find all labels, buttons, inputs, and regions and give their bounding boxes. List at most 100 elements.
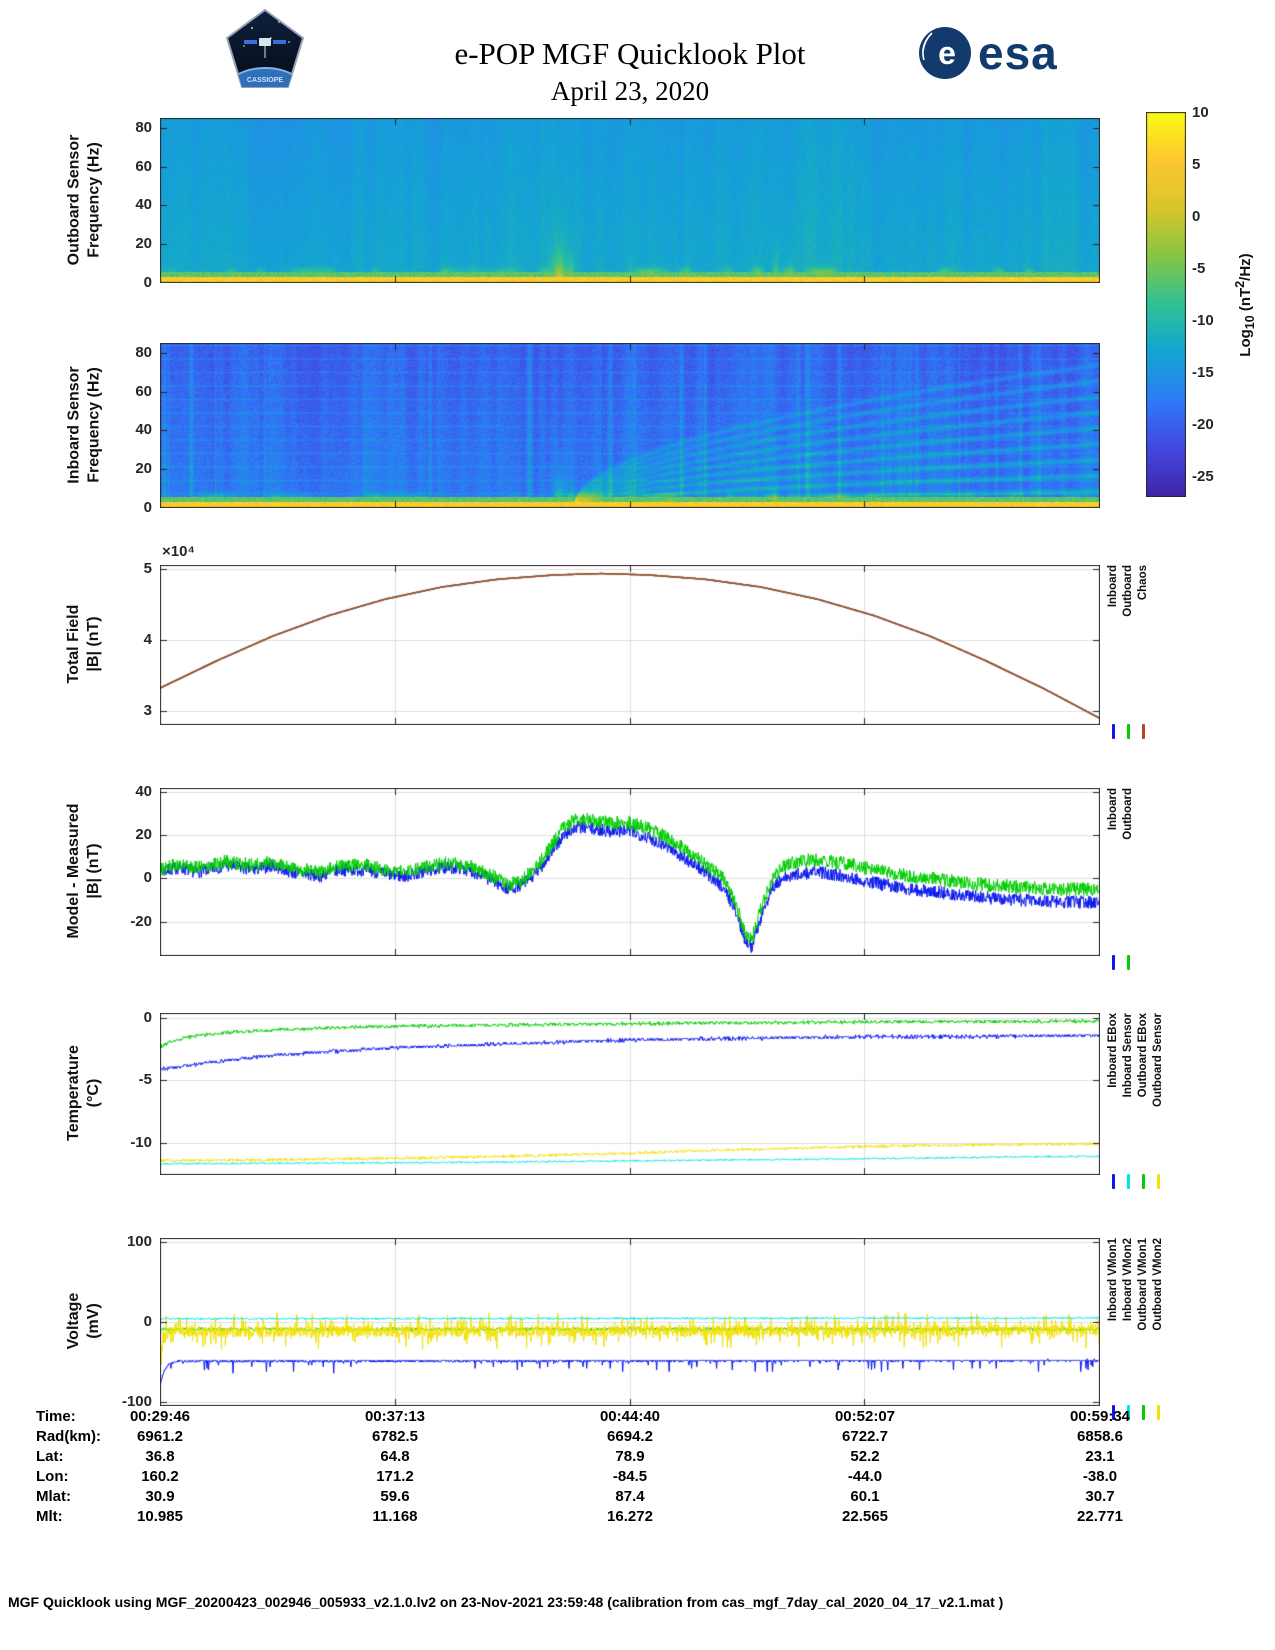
colorbar-label-post: /Hz) — [1237, 253, 1254, 281]
outboard-spectrogram-ytick-80: 80 — [135, 118, 152, 136]
colorbar-label: Log10 (nT2/Hz) — [1233, 215, 1257, 395]
table-cell-1-2: 6694.2 — [607, 1428, 653, 1445]
colorbar-label-pre: Log — [1237, 329, 1254, 357]
legend-item-outboard-sensor: Outboard Sensor — [1151, 1013, 1165, 1189]
table-row-mlat: Mlat: 30.9 59.6 87.4 60.1 30.7 — [0, 1488, 1275, 1508]
temperature-ytick-0: 0 — [143, 1008, 152, 1026]
legend-line-sample — [1111, 955, 1115, 970]
legend-line-sample — [1126, 1405, 1130, 1420]
legend-label: Inboard EBox — [1107, 1013, 1119, 1088]
model-minus-measured-ytick-20: 20 — [135, 826, 152, 844]
table-cell-3-4: -38.0 — [1082, 1468, 1118, 1485]
colorbar-label-sup: 2 — [1233, 280, 1247, 288]
row-label: Mlt: — [36, 1508, 63, 1525]
ylabel-line: Model - Measured — [65, 803, 82, 939]
legend-line-sample — [1126, 724, 1130, 739]
legend-item-inboard: Inboard — [1106, 788, 1120, 970]
voltage-legend: Inboard VMon1 Inboard VMon2 Outboard VMon1… — [1106, 1238, 1165, 1420]
row-label: Mlat: — [36, 1488, 71, 1505]
legend-item-chaos: Chaos — [1136, 565, 1150, 739]
legend-label: Chaos — [1137, 565, 1149, 601]
legend-label: Outboard VMon1 — [1137, 1238, 1149, 1331]
temperature-legend: Inboard EBox Inboard Sensor Outboard EBox O… — [1106, 1013, 1165, 1189]
model-minus-measured-ytick-0: 0 — [143, 869, 152, 887]
temperature-ytick--5: -5 — [138, 1071, 152, 1089]
voltage — [160, 1238, 1100, 1406]
legend-line-sample — [1141, 1405, 1145, 1420]
inboard-spectrogram — [160, 343, 1100, 508]
total-field — [160, 565, 1100, 725]
table-cell-0-0: 00:29:46 — [129, 1408, 191, 1425]
table-cell-5-1: 11.168 — [372, 1508, 418, 1525]
table-cell-2-2: 78.9 — [615, 1448, 645, 1465]
table-cell-2-3: 52.2 — [850, 1448, 880, 1465]
cassiope-mission-patch: CASSIOPE — [224, 8, 306, 90]
colorbar-tick--10: -10 — [1192, 312, 1214, 330]
table-cell-1-4: 6858.6 — [1077, 1428, 1123, 1445]
temperature-ytick--10: -10 — [130, 1133, 152, 1151]
table-row-lat: Lat: 36.8 64.8 78.9 52.2 23.1 — [0, 1448, 1275, 1468]
colorbar-tick-10: 10 — [1192, 104, 1209, 121]
colorbar-label-sub: 10 — [1243, 315, 1257, 330]
table-cell-3-0: 160.2 — [141, 1468, 179, 1485]
legend-line-sample — [1111, 1405, 1115, 1420]
table-row-rad-km: Rad(km): 6961.2 6782.5 6694.2 6722.7 6858.6 — [0, 1428, 1275, 1448]
inboard-spectrogram-ytick-60: 60 — [135, 382, 152, 400]
outboard-spectrogram-ytick-60: 60 — [135, 157, 152, 175]
table-cell-3-3: -44.0 — [847, 1468, 883, 1485]
temperature — [160, 1013, 1100, 1175]
legend-line-sample — [1141, 1174, 1145, 1189]
table-cell-5-4: 22.771 — [1077, 1508, 1123, 1525]
voltage-ytick--100: -100 — [121, 1393, 152, 1410]
legend-item-inboard-ebox: Inboard EBox — [1106, 1013, 1120, 1189]
legend-label: Outboard — [1122, 565, 1134, 617]
page-title: e-POP MGF Quicklook Plot — [454, 36, 806, 71]
outboard-spectrogram-ytick-40: 40 — [135, 196, 152, 214]
row-label: Lat: — [36, 1448, 64, 1465]
ylabel-line: Inboard Sensor — [65, 365, 82, 484]
legend-item-inboard-vmon2: Inboard VMon2 — [1121, 1238, 1135, 1420]
legend-item-outboard: Outboard — [1121, 565, 1135, 739]
legend-line-sample — [1156, 1174, 1160, 1189]
legend-label: Inboard VMon2 — [1122, 1238, 1134, 1322]
ylabel-line: Total Field — [65, 604, 82, 684]
table-cell-0-4: 00:59:34 — [1069, 1408, 1131, 1425]
table-cell-1-3: 6722.7 — [842, 1428, 888, 1445]
table-cell-4-3: 60.1 — [850, 1488, 880, 1505]
row-label: Lon: — [36, 1468, 69, 1485]
cassiope-patch-graphic: CASSIOPE — [225, 8, 305, 88]
title-block: e-POP MGF Quicklook Plot April 23, 2020 — [300, 36, 960, 107]
model-minus-measured-ytick-40: 40 — [135, 783, 152, 801]
inboard-spectrogram-ytick-80: 80 — [135, 343, 152, 361]
row-label: Rad(km): — [36, 1428, 102, 1445]
total-field-legend: Inboard Outboard Chaos — [1106, 565, 1150, 739]
table-cell-4-0: 30.9 — [145, 1488, 175, 1505]
ylabel-line: Temperature — [65, 1045, 82, 1141]
table-cell-4-4: 30.7 — [1085, 1488, 1115, 1505]
table-cell-0-1: 00:37:13 — [364, 1408, 426, 1425]
table-cell-5-3: 22.565 — [842, 1508, 888, 1525]
legend-line-sample — [1111, 724, 1115, 739]
ylabel-line: Outboard Sensor — [65, 134, 82, 265]
outboard-spectrogram-ytick-20: 20 — [135, 235, 152, 253]
inboard-spectrogram-ytick-20: 20 — [135, 460, 152, 478]
legend-item-inboard-vmon1: Inboard VMon1 — [1106, 1238, 1120, 1420]
table-cell-0-3: 00:52:07 — [834, 1408, 896, 1425]
table-cell-1-1: 6782.5 — [372, 1428, 418, 1445]
footer-note: MGF Quicklook using MGF_20200423_002946_… — [8, 1594, 1004, 1610]
table-cell-5-2: 16.272 — [607, 1508, 653, 1525]
table-cell-3-2: -84.5 — [612, 1468, 648, 1485]
table-cell-2-1: 64.8 — [380, 1448, 410, 1465]
outboard-spectrogram — [160, 118, 1100, 283]
legend-label: Inboard — [1107, 788, 1119, 831]
table-cell-5-0: 10.985 — [137, 1508, 183, 1525]
legend-item-outboard-ebox: Outboard EBox — [1136, 1013, 1150, 1189]
table-cell-4-1: 59.6 — [380, 1488, 410, 1505]
legend-line-sample — [1111, 1174, 1115, 1189]
colorbar-tick-5: 5 — [1192, 156, 1201, 174]
esa-logo: e esa — [918, 26, 1058, 80]
page-date: April 23, 2020 — [550, 76, 710, 106]
colorbar-tick--15: -15 — [1192, 364, 1214, 382]
legend-line-sample — [1141, 724, 1145, 739]
